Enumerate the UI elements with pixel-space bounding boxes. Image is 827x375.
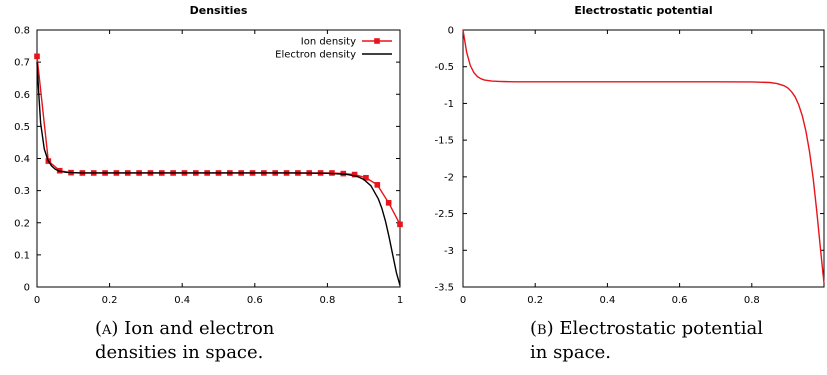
y-tick-label: 0.5 — [14, 122, 30, 133]
caption-b-tag: (b) — [530, 318, 554, 339]
y-tick-label: 0.1 — [14, 250, 30, 261]
x-tick-label: 1 — [397, 295, 403, 305]
y-tick-label: 0 — [448, 26, 454, 37]
y-tick-label: 0.7 — [14, 58, 30, 69]
caption-b: (b) Electrostatic potential in space. — [530, 317, 770, 365]
y-tick-label: 0 — [24, 283, 30, 294]
caption-b-text: Electrostatic potential in space. — [530, 318, 763, 363]
legend-label: Electron density — [275, 50, 356, 61]
x-tick-label: 0 — [34, 295, 40, 305]
caption-a: (a) Ion and electron densities in space. — [95, 317, 345, 365]
y-tick-label: 0.6 — [14, 90, 30, 101]
x-tick-label: 0.8 — [319, 295, 335, 305]
ion-density-point — [397, 221, 403, 228]
y-tick-label: -1 — [444, 99, 454, 110]
caption-a-tag: (a) — [95, 318, 119, 339]
legend-swatch-marker — [374, 38, 380, 44]
plot-frame — [462, 29, 825, 288]
y-tick-label: -3.5 — [434, 283, 454, 294]
chart-title: Densities — [190, 4, 248, 17]
y-tick-label: -0.5 — [434, 62, 454, 73]
y-tick-label: -3 — [444, 246, 454, 257]
x-tick-label: 0.4 — [174, 295, 190, 305]
x-tick-label: 0 — [460, 295, 466, 305]
potential-line — [462, 29, 825, 284]
x-tick-label: 0.6 — [247, 295, 263, 305]
y-tick-label: 0.3 — [14, 186, 30, 197]
x-tick-label: 0.8 — [744, 295, 760, 305]
electron-density-line — [36, 62, 401, 286]
ion-density-point — [351, 171, 358, 178]
y-tick-label: 0.8 — [14, 26, 30, 37]
y-tick-label: 0.4 — [14, 154, 30, 165]
x-tick-label: 0.2 — [527, 295, 543, 305]
densities-chart: Densities 0 0.2 0.4 0.6 0.8 1 0 0.1 0.2 0.3 0.4 0.5 0… — [14, 4, 403, 305]
x-tick-label: 0.6 — [672, 295, 688, 305]
x-tick-label: 0.2 — [102, 295, 118, 305]
electrostatic-potential-chart: Electrostatic potential 0 0.2 0.4 0.6 0.8 0 -0.… — [434, 4, 825, 305]
ion-density-point — [34, 53, 40, 60]
caption-a-text: Ion and electron densities in space. — [95, 318, 275, 363]
ion-density-point — [385, 200, 392, 206]
y-tick-label: -2.5 — [434, 209, 454, 220]
x-tick-label: 0.4 — [599, 295, 615, 305]
plot-frame — [36, 29, 401, 288]
legend-label: Ion density — [301, 37, 356, 48]
chart-title: Electrostatic potential — [574, 4, 712, 17]
ion-density-line — [36, 56, 401, 225]
ion-density-point — [363, 174, 369, 181]
y-tick-label: 0.2 — [14, 218, 30, 229]
y-tick-label: -1.5 — [434, 136, 454, 147]
y-tick-label: -2 — [444, 172, 454, 183]
ion-density-point — [374, 182, 381, 188]
